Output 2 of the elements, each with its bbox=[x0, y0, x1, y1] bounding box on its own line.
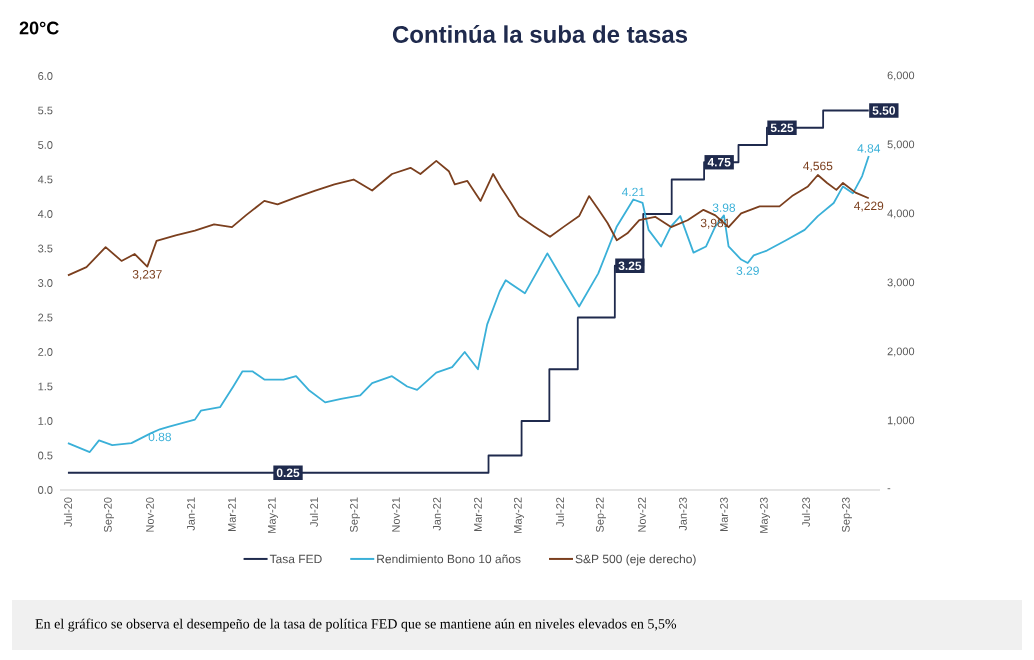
text: 20°C bbox=[19, 21, 59, 35]
chart-title: Continúa la suba de tasas bbox=[392, 25, 688, 43]
